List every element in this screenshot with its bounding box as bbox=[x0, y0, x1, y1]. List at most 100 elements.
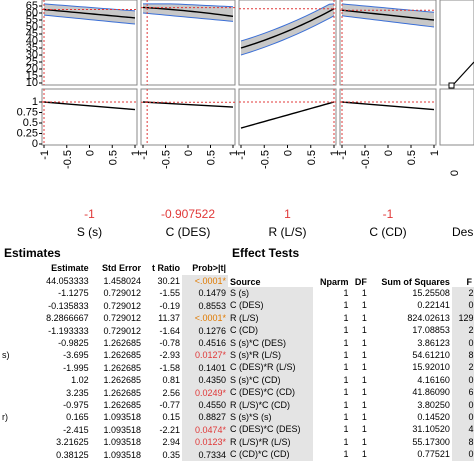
table-row: -0.135833 0.729012 -0.19 0.8553 bbox=[0, 299, 228, 313]
prediction-curve bbox=[240, 8, 335, 49]
term-label bbox=[0, 399, 34, 411]
table-cell: 0.1479 bbox=[181, 287, 228, 300]
desirability-handle bbox=[448, 82, 455, 89]
x-tick-label: 0 bbox=[85, 150, 97, 156]
table-row: 0.38125 1.093518 0.35 0.7334 bbox=[0, 448, 228, 462]
table-cell: 1 bbox=[361, 399, 367, 410]
table-cell: 0.0127* bbox=[181, 349, 228, 362]
table-cell: 0.1276 bbox=[181, 324, 228, 338]
table-cell: -1.193333 bbox=[48, 325, 89, 336]
table-cell: 44.053333 bbox=[46, 276, 89, 286]
table-cell: R (L/S) bbox=[228, 311, 314, 325]
lower-ci-line bbox=[240, 15, 335, 56]
table-cell: 3.86123 bbox=[417, 337, 450, 348]
desirability-curve bbox=[341, 101, 435, 111]
table-cell: 8.56 bbox=[451, 349, 474, 362]
table-cell: 1.02 bbox=[71, 375, 89, 386]
term-label bbox=[0, 424, 34, 436]
table-cell: 0.729012 bbox=[103, 300, 142, 311]
table-cell: 0.729012 bbox=[103, 288, 142, 299]
table-cell: -1.995 bbox=[63, 362, 89, 373]
table-cell: -1.64 bbox=[159, 325, 180, 336]
table-cell: 1 bbox=[361, 325, 367, 336]
x-tick-label: 1 bbox=[228, 150, 240, 156]
table-cell: <.0001* bbox=[181, 275, 228, 288]
profile-panel-frame bbox=[339, 0, 437, 86]
desirability-panel-frame bbox=[140, 88, 236, 146]
table-cell: 55.17300 bbox=[412, 436, 450, 447]
table-cell: R (L/S)*C (CD) bbox=[228, 398, 314, 412]
table-cell: 8.2866667 bbox=[46, 313, 89, 324]
factor-label: C (DES) bbox=[166, 225, 211, 239]
table-cell: -1.58 bbox=[159, 362, 180, 373]
table-row: 8.2866667 0.729012 11.37 <.0001* bbox=[0, 312, 228, 325]
x-tick-label: 0 bbox=[283, 150, 295, 156]
confidence-band bbox=[241, 3, 334, 55]
table-cell: 0.15 bbox=[162, 412, 180, 423]
term-label bbox=[0, 312, 34, 324]
effect-tests-header: DF bbox=[354, 277, 367, 287]
table-cell: 1 bbox=[343, 288, 349, 298]
table-cell: 15.25508 bbox=[412, 288, 450, 298]
table-cell: 3.21625 bbox=[56, 437, 89, 448]
table-cell: 0.14520 bbox=[417, 412, 450, 423]
prediction-curve bbox=[341, 9, 435, 21]
factor-current-value: -1 bbox=[383, 207, 394, 221]
term-label bbox=[0, 449, 34, 461]
factor-current-value: -0.907522 bbox=[161, 207, 215, 221]
estimates-header: Std Error bbox=[102, 263, 142, 273]
table-cell: C (CD)*C (CD) bbox=[228, 448, 314, 461]
term-label bbox=[0, 436, 34, 448]
table-cell: 1 bbox=[343, 412, 349, 423]
table-cell: -0.9825 bbox=[58, 338, 89, 349]
table-row: -1.193333 0.729012 -1.64 0.1276 bbox=[0, 324, 228, 338]
estimates-table: Estimate Std Error t Ratio Prob>|t| 44.05333… bbox=[0, 261, 228, 462]
table-row: 44.053333 1.458024 30.21 <.0001* bbox=[0, 275, 228, 288]
table-cell: 1 bbox=[343, 436, 349, 447]
table-row: -0.9825 1.262685 -0.78 0.4516 bbox=[0, 337, 228, 350]
x-tick-label: -1 bbox=[337, 150, 349, 160]
prediction-profiler: 65605550454035302520151010.750.50.250-1-… bbox=[17, 0, 474, 239]
table-cell: C (DES)*C (DES) bbox=[228, 423, 314, 436]
table-cell: C (DES)*R (L/S) bbox=[228, 361, 314, 374]
table-cell: 0.729012 bbox=[103, 313, 142, 324]
x-tick-label: 1 bbox=[329, 150, 341, 156]
table-cell: 0.65 bbox=[451, 373, 474, 387]
table-cell: -2.21 bbox=[159, 424, 180, 435]
table-cell: -0.78 bbox=[159, 338, 180, 349]
effect-tests-header: F Ra bbox=[466, 277, 474, 287]
table-cell: -3.695 bbox=[63, 350, 89, 361]
table-cell: 0.81 bbox=[162, 375, 180, 386]
table-row: -2.415 1.093518 -2.21 0.0474* bbox=[0, 423, 228, 437]
y-tick-label: 30 bbox=[26, 49, 38, 61]
row-label-header bbox=[0, 261, 34, 275]
table-cell: 0.22141 bbox=[417, 300, 450, 311]
y-tick-label: 0.75 bbox=[17, 107, 38, 119]
table-cell: -2.415 bbox=[63, 424, 89, 435]
table-row: 3.21625 1.093518 2.94 0.0123* bbox=[0, 436, 228, 449]
table-cell: 1 bbox=[361, 374, 367, 385]
x-tick-label: -1 bbox=[138, 150, 150, 160]
table-cell: 0.02 bbox=[451, 411, 474, 424]
table-cell: 8.65 bbox=[451, 435, 474, 449]
table-cell: 1 bbox=[361, 288, 367, 298]
term-label: s) bbox=[2, 350, 10, 361]
table-cell: 1.093518 bbox=[103, 424, 142, 435]
desirability-curve bbox=[43, 101, 136, 111]
desirability-panel-frame bbox=[238, 88, 337, 146]
table-row: -0.975 1.262685 -0.77 0.4550 bbox=[0, 399, 228, 412]
table-row: 1.02 1.262685 0.81 0.4350 bbox=[0, 374, 228, 387]
table-cell: R (L/S)*R (L/S) bbox=[228, 435, 314, 449]
table-cell: 0.60 bbox=[451, 336, 474, 350]
profile-panel-frame bbox=[238, 0, 337, 86]
table-cell: 2.68 bbox=[451, 324, 474, 337]
table-cell: 2.56 bbox=[162, 387, 180, 398]
lower-ci-line bbox=[341, 15, 435, 28]
table-row: -1.1275 0.729012 -1.55 0.1479 bbox=[0, 287, 228, 300]
table-cell: 1 bbox=[343, 387, 349, 398]
